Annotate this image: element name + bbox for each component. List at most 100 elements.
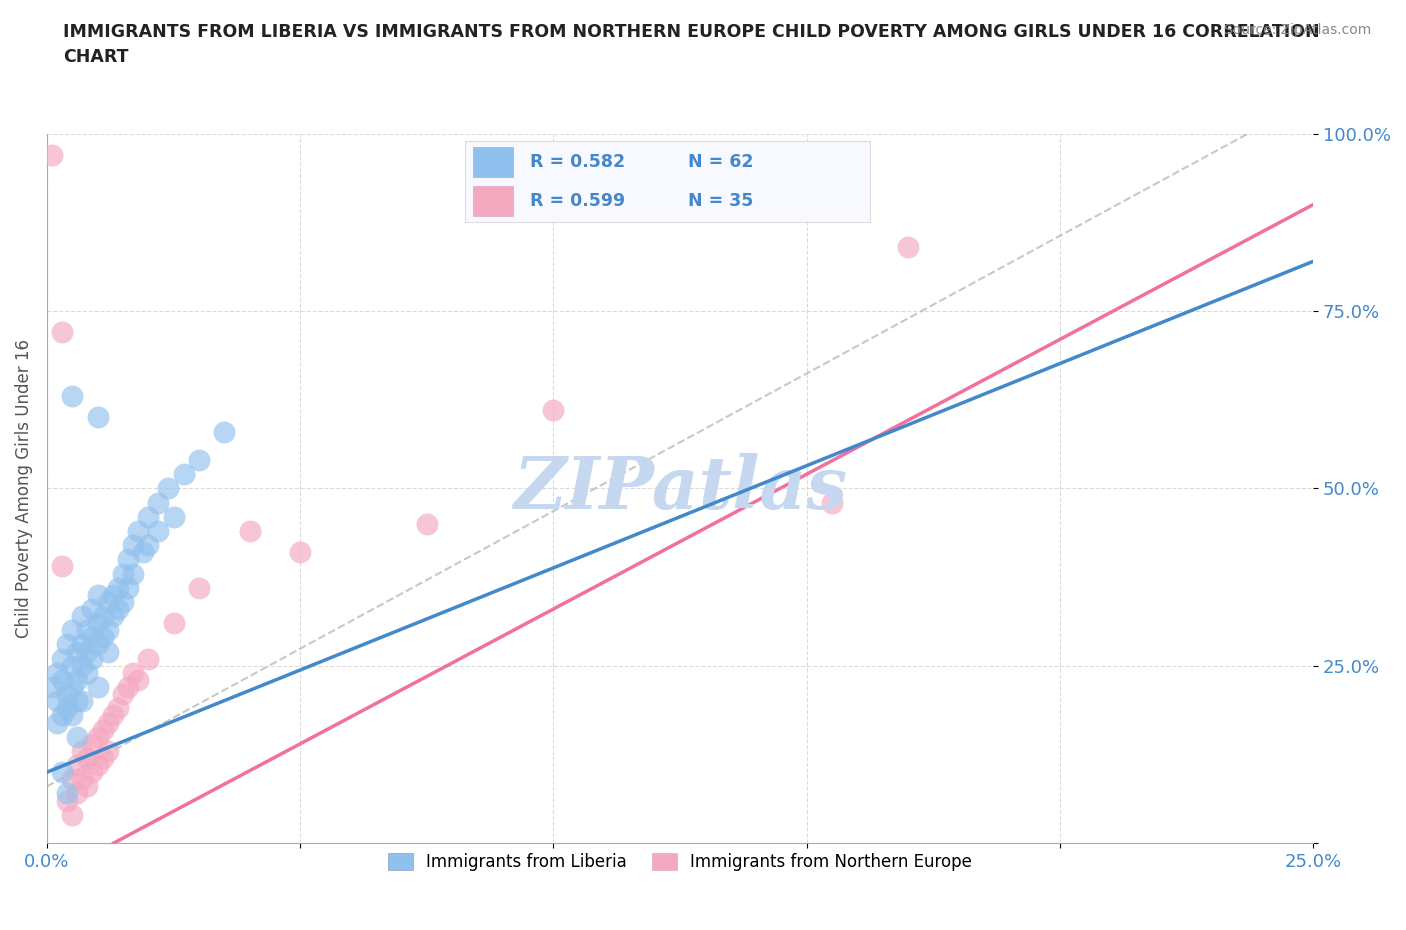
Point <box>97 594 120 609</box>
Point <box>91 723 114 737</box>
Point <box>51 651 73 666</box>
Point <box>162 616 184 631</box>
Point <box>60 708 83 723</box>
Point <box>60 807 83 822</box>
Text: Source: ZipAtlas.com: Source: ZipAtlas.com <box>1223 23 1371 37</box>
Point <box>76 779 98 794</box>
Point <box>288 545 311 560</box>
Point <box>86 729 108 744</box>
Point <box>157 481 180 496</box>
Point <box>821 495 844 510</box>
Point <box>66 786 89 801</box>
Point <box>97 623 120 638</box>
Point <box>82 737 104 751</box>
Point <box>91 630 114 644</box>
Point <box>46 666 69 681</box>
Point <box>86 758 108 773</box>
Point <box>56 786 79 801</box>
Point <box>212 424 235 439</box>
Point <box>82 630 104 644</box>
Point <box>60 389 83 404</box>
Point <box>416 516 439 531</box>
Point <box>86 588 108 603</box>
Point <box>76 644 98 659</box>
Point <box>111 566 134 581</box>
Point <box>76 666 98 681</box>
Point <box>66 672 89 687</box>
Point <box>91 751 114 765</box>
Point <box>111 686 134 701</box>
Point <box>66 729 89 744</box>
Point <box>51 672 73 687</box>
Point <box>148 524 170 538</box>
Point <box>122 666 145 681</box>
Point <box>86 616 108 631</box>
Point <box>82 651 104 666</box>
Point <box>97 715 120 730</box>
Point <box>86 637 108 652</box>
Point <box>101 708 124 723</box>
Point <box>122 566 145 581</box>
Point <box>66 758 89 773</box>
Point <box>60 658 83 673</box>
Point <box>187 580 209 595</box>
Point <box>543 403 565 418</box>
Point <box>136 538 159 552</box>
Point <box>56 637 79 652</box>
Point <box>117 551 139 566</box>
Point <box>136 510 159 525</box>
Point <box>51 559 73 574</box>
Point <box>897 240 920 255</box>
Point <box>107 602 129 617</box>
Point <box>187 453 209 468</box>
Point <box>91 608 114 623</box>
Y-axis label: Child Poverty Among Girls Under 16: Child Poverty Among Girls Under 16 <box>15 339 32 638</box>
Point <box>132 545 155 560</box>
Point <box>117 680 139 695</box>
Point <box>117 580 139 595</box>
Point <box>41 148 63 163</box>
Point <box>173 467 195 482</box>
Point <box>60 680 83 695</box>
Point <box>56 793 79 808</box>
Point <box>51 325 73 339</box>
Point <box>72 608 94 623</box>
Text: ZIPatlas: ZIPatlas <box>513 453 848 524</box>
Point <box>82 764 104 779</box>
Point <box>122 538 145 552</box>
Point <box>107 580 129 595</box>
Point <box>60 623 83 638</box>
Point <box>136 651 159 666</box>
Point <box>97 743 120 758</box>
Point <box>51 708 73 723</box>
Point <box>56 686 79 701</box>
Point <box>72 658 94 673</box>
Point <box>66 644 89 659</box>
Point <box>107 701 129 716</box>
Point <box>101 588 124 603</box>
Text: IMMIGRANTS FROM LIBERIA VS IMMIGRANTS FROM NORTHERN EUROPE CHILD POVERTY AMONG G: IMMIGRANTS FROM LIBERIA VS IMMIGRANTS FR… <box>63 23 1320 66</box>
Point <box>51 764 73 779</box>
Point <box>66 694 89 709</box>
Point <box>76 623 98 638</box>
Point <box>41 680 63 695</box>
Point <box>72 694 94 709</box>
Point <box>148 495 170 510</box>
Point <box>72 637 94 652</box>
Point <box>46 694 69 709</box>
Point <box>46 715 69 730</box>
Point <box>238 524 260 538</box>
Point <box>97 644 120 659</box>
Point <box>86 410 108 425</box>
Point <box>72 772 94 787</box>
Point <box>60 772 83 787</box>
Point <box>127 672 149 687</box>
Legend: Immigrants from Liberia, Immigrants from Northern Europe: Immigrants from Liberia, Immigrants from… <box>381 846 979 877</box>
Point <box>72 743 94 758</box>
Point <box>82 602 104 617</box>
Point <box>162 510 184 525</box>
Point <box>127 524 149 538</box>
Point <box>76 751 98 765</box>
Point <box>111 594 134 609</box>
Point <box>86 680 108 695</box>
